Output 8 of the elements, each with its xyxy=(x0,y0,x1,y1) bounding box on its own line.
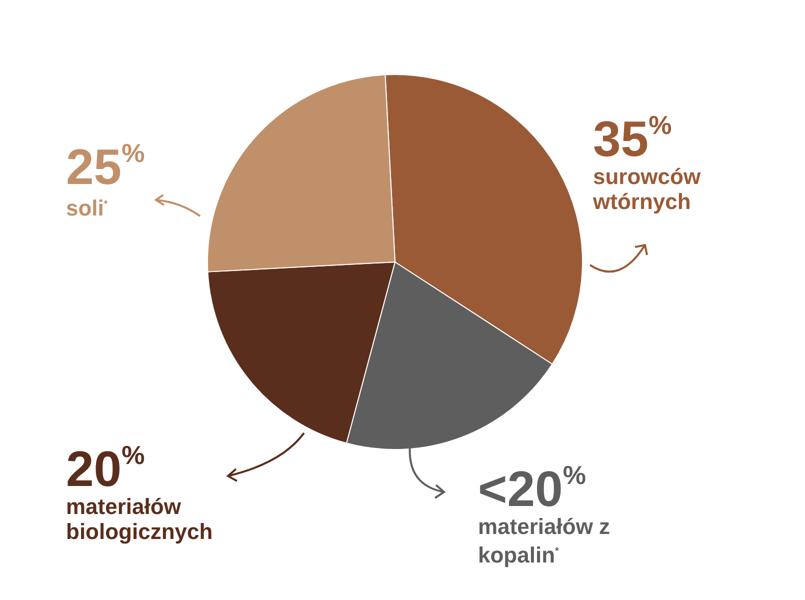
slice-label: materiałów z kopalin$^{*}$ xyxy=(478,514,612,568)
slice-label: surowców wtórnych xyxy=(593,164,702,214)
data-label: 25$^{%}$ xyxy=(66,137,145,195)
data-label: <20$^{%}$ xyxy=(478,459,586,517)
legend-label: soli$^{*}$ xyxy=(66,195,108,220)
data-label: 20$^{%}$ xyxy=(66,439,145,497)
data-label: 35$^{%}$ xyxy=(593,109,672,167)
slice-label: materiałów biologicznych xyxy=(66,494,214,544)
